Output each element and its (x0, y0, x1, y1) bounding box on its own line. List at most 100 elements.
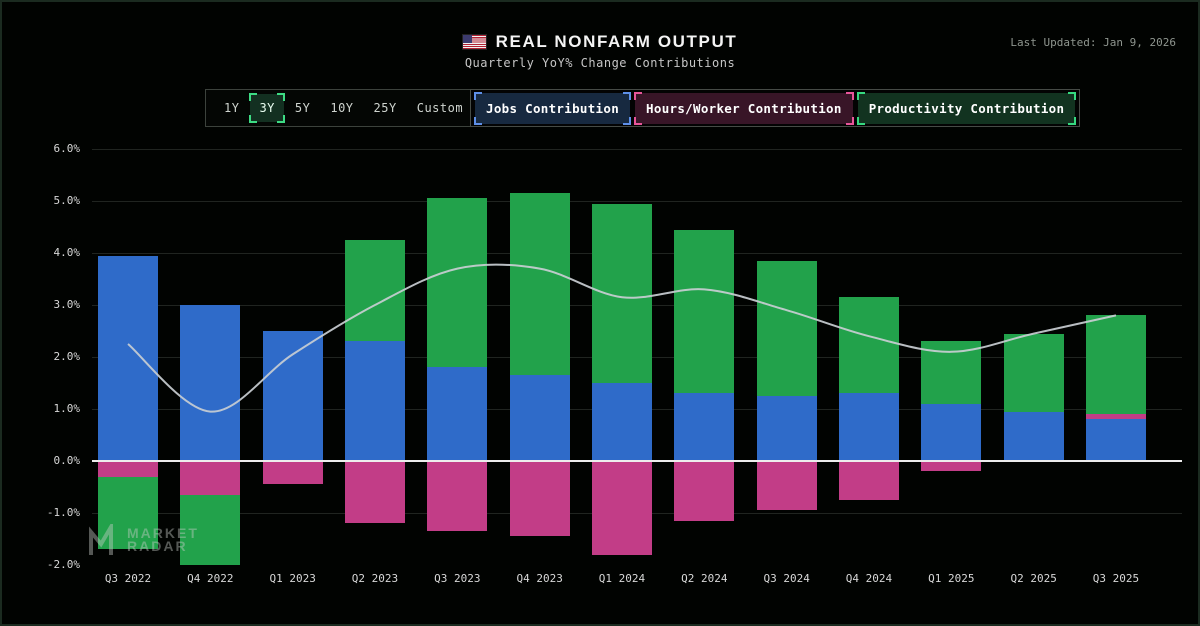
y-tick-label: 6.0% (53, 142, 81, 155)
bar-segment-productivity (344, 240, 405, 342)
y-tick-label: -2.0% (46, 558, 80, 571)
bar-segment-hours-worker (427, 461, 488, 532)
zero-axis-line (92, 460, 1182, 462)
us-flag-icon (462, 35, 486, 49)
timeframe-button-10y[interactable]: 10Y (330, 101, 354, 115)
header: REAL NONFARM OUTPUT (2, 31, 1198, 53)
bar-segment-hours-worker (591, 461, 652, 555)
x-tick-label: Q3 2023 (434, 572, 481, 585)
gridline (92, 200, 1182, 202)
bar-segment-productivity (98, 476, 158, 550)
bar-segment-hours-worker (1085, 414, 1146, 420)
bar-segment-productivity (180, 494, 241, 565)
legend-button-productivity[interactable]: Productivity Contribution (856, 91, 1077, 125)
bar-segment-hours-worker (756, 461, 817, 511)
bar-segment-jobs (674, 393, 735, 461)
gridline (92, 149, 1182, 150)
y-tick-label: 0.0% (53, 454, 81, 467)
y-tick-label: 3.0% (53, 298, 81, 311)
corner-bracket-icon (249, 93, 258, 101)
timeframe-group: 1Y 3Y 5Y 10Y 25Y Custom (205, 89, 483, 127)
timeframe-button-custom[interactable]: Custom (416, 101, 464, 115)
bar-segment-hours-worker (674, 461, 735, 521)
page-subtitle: Quarterly YoY% Change Contributions (464, 56, 736, 70)
corner-bracket-icon (856, 116, 865, 125)
x-tick-label: Q3 2022 (104, 572, 152, 585)
x-tick-label: Q1 2024 (598, 572, 646, 585)
corner-bracket-icon (249, 115, 258, 123)
x-tick-label: Q2 2023 (351, 572, 399, 585)
corner-bracket-icon (474, 91, 482, 100)
corner-bracket-icon (634, 91, 643, 100)
bar-segment-jobs (756, 396, 817, 461)
legend-button-jobs[interactable]: Jobs Contribution (474, 91, 632, 125)
timeframe-button-1y[interactable]: 1Y (224, 101, 240, 115)
corner-bracket-icon (276, 115, 285, 123)
x-tick-label: Q1 2025 (928, 572, 975, 585)
bar-segment-productivity (1085, 315, 1146, 415)
bar-segment-jobs (1085, 419, 1146, 461)
gridline (92, 564, 1182, 565)
bar-segment-jobs (1003, 411, 1064, 461)
bar-segment-hours-worker (838, 461, 899, 500)
plot-area (92, 149, 1182, 565)
bar-segment-jobs (591, 383, 652, 461)
corner-bracket-icon (634, 116, 643, 125)
corner-bracket-icon (623, 116, 632, 125)
bar-segment-jobs (509, 375, 570, 461)
bar-segment-productivity (1003, 333, 1064, 412)
watermark: MARKET RADAR (88, 524, 199, 556)
corner-bracket-icon (1068, 91, 1077, 100)
corner-bracket-icon (474, 116, 482, 125)
page-title: REAL NONFARM OUTPUT (495, 32, 738, 51)
x-tick-label: Q4 2024 (845, 572, 893, 585)
x-tick-label: Q2 2025 (1010, 572, 1057, 585)
bar-segment-jobs (180, 305, 241, 461)
x-tick-label: Q1 2023 (269, 572, 316, 585)
corner-bracket-icon (1068, 116, 1077, 125)
y-tick-label: 2.0% (53, 350, 81, 363)
bar-segment-hours-worker (509, 461, 570, 537)
net-change-line (127, 263, 1117, 413)
y-tick-label: 4.0% (53, 246, 81, 259)
timeframe-button-5y[interactable]: 5Y (294, 101, 311, 115)
radar-logo-icon (89, 524, 113, 555)
bar-segment-jobs (262, 331, 323, 461)
bar-segment-jobs (344, 341, 405, 461)
x-tick-label: Q3 2025 (1092, 572, 1140, 585)
bar-segment-jobs (427, 367, 488, 461)
y-tick-label: -1.0% (46, 506, 80, 519)
bar-segment-productivity (509, 193, 570, 376)
last-updated: Last Updated: Jan 9, 2026 (1010, 36, 1176, 49)
legend-group: Jobs Contribution Hours/Worker Contributi… (470, 89, 1081, 127)
timeframe-button-3y[interactable]: 3Y (249, 93, 285, 123)
bar-segment-jobs (98, 255, 158, 461)
bar-segment-jobs (921, 403, 982, 461)
y-tick-label: 1.0% (53, 402, 81, 415)
x-tick-label: Q4 2023 (516, 572, 563, 585)
bar-segment-hours-worker (98, 461, 158, 477)
bar-segment-hours-worker (180, 461, 241, 495)
bar-segment-hours-worker (344, 461, 405, 524)
corner-bracket-icon (845, 116, 854, 125)
x-tick-label: Q3 2024 (763, 572, 810, 585)
y-tick-label: 5.0% (53, 194, 81, 207)
bar-segment-productivity (591, 203, 652, 383)
corner-bracket-icon (856, 91, 865, 100)
bar-segment-jobs (838, 393, 899, 461)
bar-segment-productivity (674, 229, 735, 394)
corner-bracket-icon (845, 91, 854, 100)
corner-bracket-icon (276, 93, 285, 101)
timeframe-button-25y[interactable]: 25Y (373, 101, 397, 115)
bar-segment-hours-worker (921, 461, 982, 472)
watermark-text: MARKET RADAR (127, 524, 199, 554)
corner-bracket-icon (623, 91, 632, 100)
bar-segment-hours-worker (262, 461, 323, 485)
bar-segment-productivity (838, 297, 899, 394)
bar-segment-productivity (427, 198, 488, 368)
x-tick-label: Q4 2022 (187, 572, 234, 585)
x-tick-label: Q2 2024 (681, 572, 728, 585)
bar-segment-productivity (756, 260, 817, 396)
legend-button-hours-worker[interactable]: Hours/Worker Contribution (634, 91, 854, 125)
